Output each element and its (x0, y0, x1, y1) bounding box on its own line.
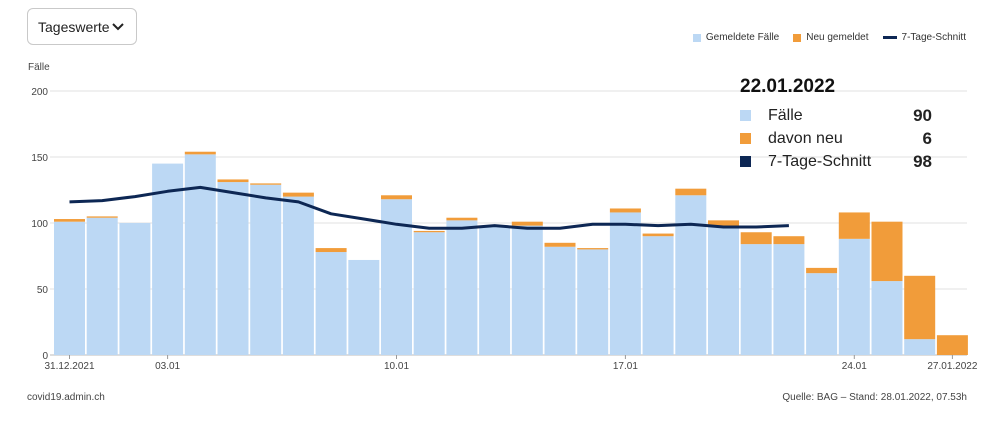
bar-new[interactable] (609, 208, 641, 213)
bar-reported[interactable] (642, 236, 674, 355)
bar-reported[interactable] (446, 220, 478, 355)
bar-reported[interactable] (413, 232, 445, 355)
bar-reported[interactable] (544, 246, 576, 355)
bar-new[interactable] (54, 219, 85, 222)
bar-reported[interactable] (511, 225, 543, 355)
bar-new[interactable] (871, 221, 903, 282)
footer-source-label: Quelle: BAG – Stand: 28.01.2022, 07.53h (782, 392, 967, 403)
bar-new[interactable] (282, 192, 314, 197)
tooltip-value-new: 6 (922, 128, 932, 148)
tooltip-date: 22.01.2022 (740, 76, 836, 97)
x-tick-label: 24.01 (842, 361, 867, 372)
legend-item-reported[interactable]: Gemeldete Fälle (692, 32, 780, 43)
bar-reported[interactable] (152, 163, 184, 355)
bar-reported[interactable] (675, 195, 707, 355)
bar-new[interactable] (642, 233, 674, 237)
bar-new[interactable] (904, 275, 936, 340)
bar-reported[interactable] (282, 196, 314, 355)
bar-reported[interactable] (577, 249, 609, 355)
tooltip-label-avg: 7-Tage-Schnitt (768, 152, 872, 170)
legend-item-new[interactable]: Neu gemeldet (793, 32, 869, 43)
tooltip-value-avg: 98 (913, 151, 932, 171)
bar-reported[interactable] (119, 223, 151, 355)
legend-item-avg[interactable]: 7-Tage-Schnitt (882, 32, 966, 43)
bar-new[interactable] (740, 232, 772, 245)
bar-reported[interactable] (315, 252, 347, 355)
bar-new[interactable] (936, 335, 968, 355)
bar-reported[interactable] (773, 244, 805, 355)
tooltip-swatch-new (740, 133, 751, 144)
y-axis-label: Fälle (28, 62, 50, 73)
bar-new[interactable] (773, 236, 805, 245)
bar-new[interactable] (838, 212, 870, 239)
avg-line (69, 185, 789, 230)
bar-new[interactable] (315, 248, 347, 253)
bar-new[interactable] (806, 267, 838, 274)
x-tick-label: 10.01 (384, 361, 409, 372)
tooltip-label-new: davon neu (768, 129, 843, 147)
x-tick-label: 17.01 (613, 361, 638, 372)
tooltip-swatch-cases (740, 110, 751, 121)
legend-swatch-reported (692, 33, 701, 42)
y-tick-label: 50 (37, 285, 49, 296)
tooltip-value-cases: 90 (913, 105, 932, 125)
bar-reported[interactable] (250, 184, 282, 355)
bar-reported[interactable] (740, 244, 772, 355)
bar-new[interactable] (86, 216, 118, 218)
bar-new[interactable] (577, 248, 609, 250)
chart-legend: Gemeldete Fälle Neu gemeldet 7-Tage-Schn… (692, 32, 966, 43)
x-tick-label: 03.01 (155, 361, 180, 372)
bar-reported[interactable] (54, 221, 85, 355)
legend-label-new: Neu gemeldet (806, 32, 869, 43)
bar-new[interactable] (511, 221, 543, 226)
view-select-label: Tageswerte (38, 18, 110, 35)
y-tick-label: 200 (31, 87, 48, 98)
bar-reported[interactable] (904, 339, 936, 355)
tooltip-row-avg: 7-Tage-Schnitt 98 (740, 150, 932, 173)
x-tick-label: 31.12.2021 (44, 361, 94, 372)
tooltip-row-cases: Fälle 90 (740, 104, 932, 127)
bar-reported[interactable] (86, 217, 118, 355)
bar-reported[interactable] (708, 226, 739, 355)
bar-new[interactable] (413, 230, 445, 233)
tooltip-row-new: davon neu 6 (740, 127, 932, 150)
bar-reported[interactable] (609, 212, 641, 355)
bar-new[interactable] (217, 179, 249, 183)
bar-new[interactable] (675, 188, 707, 196)
bar-reported[interactable] (479, 225, 511, 355)
chevron-down-icon (110, 19, 126, 35)
data-tooltip: 22.01.2022 Fälle 90 davon neu 6 7-Tage-S… (740, 76, 932, 173)
legend-label-reported: Gemeldete Fälle (705, 32, 780, 43)
tooltip-swatch-avg (740, 156, 751, 167)
bar-reported[interactable] (217, 182, 249, 355)
bar-reported[interactable] (348, 259, 380, 355)
bar-new[interactable] (708, 220, 739, 227)
y-tick-label: 0 (42, 351, 48, 362)
legend-swatch-new (793, 33, 802, 42)
bar-reported[interactable] (871, 281, 903, 355)
x-tick-label: 27.01.2022 (927, 361, 977, 372)
y-tick-label: 100 (31, 219, 48, 230)
legend-swatch-avg (882, 36, 897, 39)
bar-new[interactable] (544, 242, 576, 247)
legend-label-avg: 7-Tage-Schnitt (901, 32, 966, 43)
footer-site-label: covid19.admin.ch (27, 392, 105, 403)
bar-new[interactable] (184, 151, 216, 155)
bar-new[interactable] (446, 217, 478, 221)
bar-reported[interactable] (184, 154, 216, 355)
bar-reported[interactable] (806, 273, 838, 355)
tooltip-label-cases: Fälle (768, 106, 803, 124)
y-tick-label: 150 (31, 153, 48, 164)
bar-new[interactable] (250, 183, 282, 185)
bar-new[interactable] (381, 195, 412, 200)
view-select-dropdown[interactable]: Tageswerte (27, 8, 137, 45)
bar-reported[interactable] (838, 238, 870, 355)
